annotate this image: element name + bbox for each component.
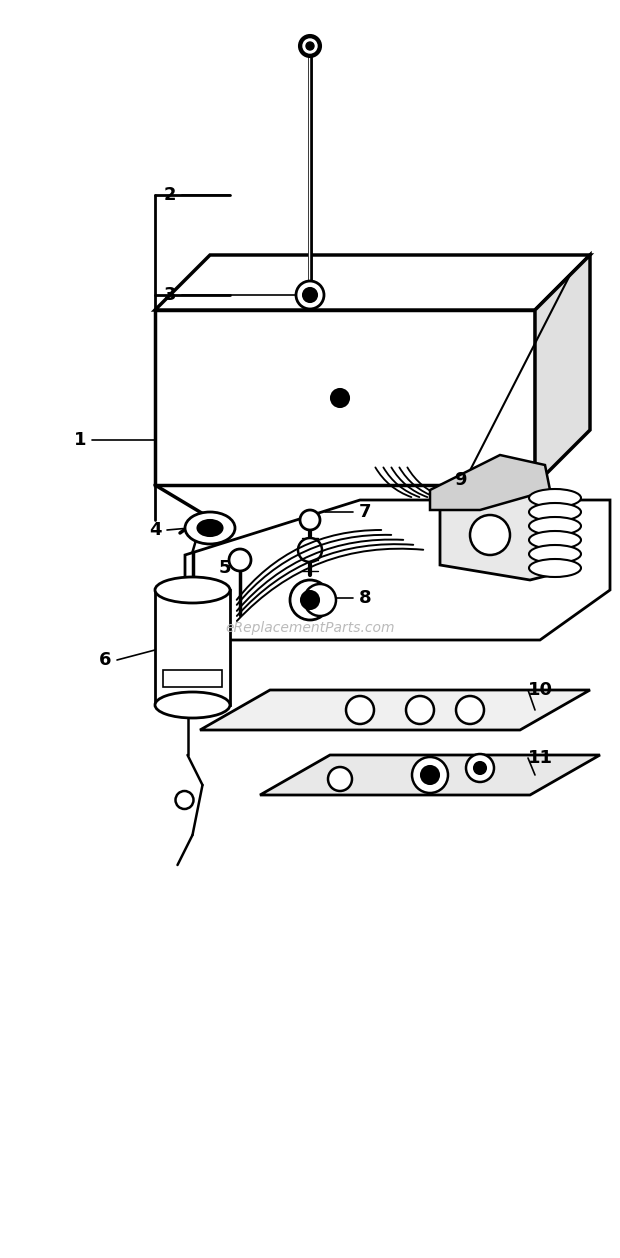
Circle shape bbox=[474, 762, 486, 774]
Ellipse shape bbox=[529, 531, 581, 548]
Circle shape bbox=[406, 696, 434, 725]
Text: 7: 7 bbox=[359, 503, 371, 521]
Polygon shape bbox=[430, 455, 550, 509]
Circle shape bbox=[229, 548, 251, 571]
Circle shape bbox=[175, 791, 193, 809]
Polygon shape bbox=[260, 755, 600, 795]
Polygon shape bbox=[200, 689, 590, 730]
Ellipse shape bbox=[529, 545, 581, 564]
Text: 8: 8 bbox=[359, 589, 371, 608]
Circle shape bbox=[290, 580, 330, 620]
Circle shape bbox=[331, 389, 349, 408]
Text: 11: 11 bbox=[528, 749, 552, 767]
Circle shape bbox=[299, 35, 321, 57]
Ellipse shape bbox=[155, 692, 230, 718]
Circle shape bbox=[470, 515, 510, 555]
Ellipse shape bbox=[529, 489, 581, 507]
Text: 4: 4 bbox=[149, 521, 161, 538]
Polygon shape bbox=[155, 309, 535, 486]
Circle shape bbox=[466, 754, 494, 782]
Circle shape bbox=[301, 591, 319, 609]
Circle shape bbox=[296, 281, 324, 309]
Circle shape bbox=[328, 767, 352, 791]
Ellipse shape bbox=[529, 503, 581, 521]
Ellipse shape bbox=[185, 512, 235, 543]
Text: 6: 6 bbox=[99, 650, 111, 669]
Circle shape bbox=[456, 696, 484, 725]
Text: 5: 5 bbox=[219, 559, 231, 577]
Circle shape bbox=[306, 42, 314, 50]
Text: 2: 2 bbox=[164, 186, 176, 204]
Polygon shape bbox=[155, 255, 590, 309]
Circle shape bbox=[304, 584, 336, 616]
Text: 1: 1 bbox=[74, 431, 86, 449]
Polygon shape bbox=[155, 590, 230, 704]
Ellipse shape bbox=[198, 520, 223, 536]
Polygon shape bbox=[440, 494, 570, 580]
Circle shape bbox=[421, 766, 439, 784]
Polygon shape bbox=[185, 499, 610, 640]
Circle shape bbox=[303, 39, 317, 53]
Text: eReplacementParts.com: eReplacementParts.com bbox=[225, 621, 395, 635]
Circle shape bbox=[346, 696, 374, 725]
Text: 3: 3 bbox=[164, 286, 176, 304]
Ellipse shape bbox=[155, 577, 230, 603]
Circle shape bbox=[298, 538, 322, 562]
Polygon shape bbox=[163, 671, 222, 687]
Circle shape bbox=[303, 288, 317, 302]
Text: 10: 10 bbox=[528, 681, 552, 699]
Circle shape bbox=[300, 509, 320, 530]
Ellipse shape bbox=[529, 517, 581, 535]
Ellipse shape bbox=[529, 559, 581, 577]
Text: 9: 9 bbox=[454, 470, 466, 489]
Circle shape bbox=[412, 757, 448, 793]
Polygon shape bbox=[535, 255, 590, 486]
